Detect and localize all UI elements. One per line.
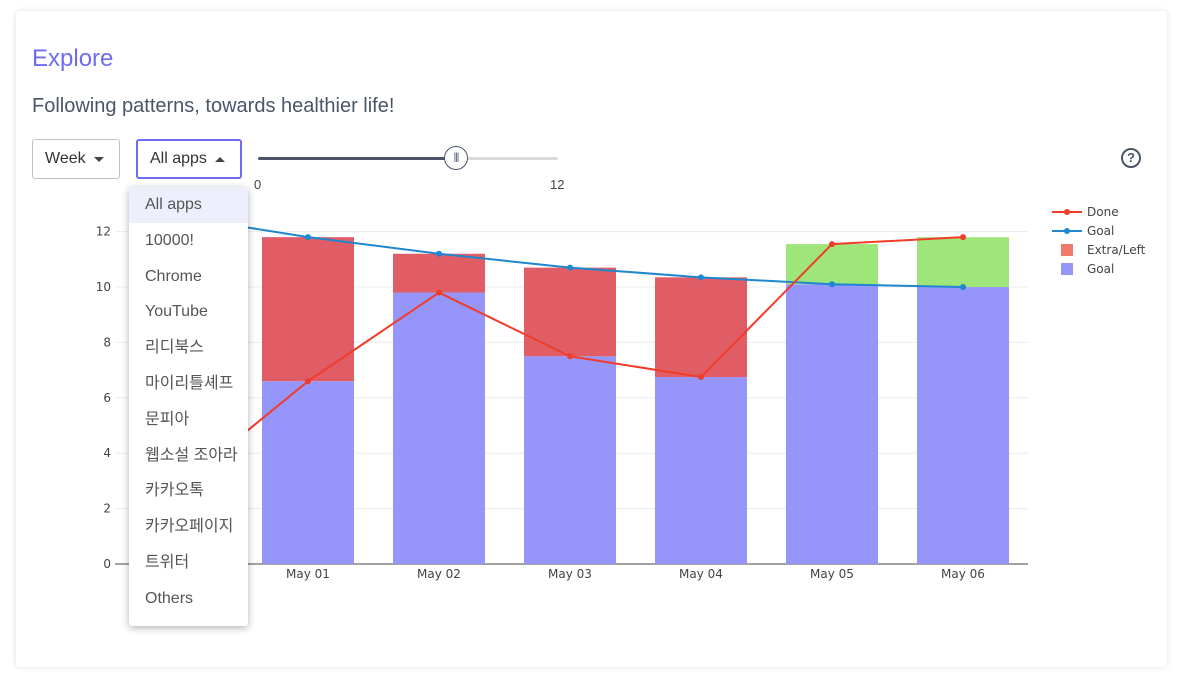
app-option[interactable]: 10000! [145,231,194,249]
done-point [698,374,704,381]
bar-goal [655,377,747,564]
legend-label: Done [1087,204,1119,219]
legend-label: Goal [1087,261,1115,276]
bar-left [262,237,354,382]
app-select-value: All apps [150,150,207,167]
x-tick-label: May 03 [548,567,592,581]
slider-handle[interactable]: ||| [444,146,468,170]
legend-label: Extra/Left [1087,242,1146,257]
goal-point [829,281,835,288]
legend-item[interactable]: Extra/Left [1052,240,1145,259]
legend-item[interactable]: Goal [1052,221,1145,240]
done-point [436,289,442,296]
slider-min-label: 0 [254,177,262,192]
goal-slider[interactable]: ||| [258,140,560,180]
bar-goal [524,356,616,564]
done-point [305,378,311,385]
y-tick-label: 10 [96,280,111,294]
page-subtitle: Following patterns, towards healthier li… [32,95,395,117]
bar-extra [917,237,1009,288]
app-option[interactable]: YouTube [145,303,208,321]
y-tick-label: 4 [103,446,111,460]
x-tick-label: May 05 [810,567,854,581]
app-option[interactable]: 카카오페이지 [145,518,234,536]
app-option[interactable]: 웹소설 조아라 [145,446,238,464]
goal-point [567,264,573,271]
bar-goal [262,381,354,564]
usage-chart: 0 2 4 6 8 10 12 May 01 May 02 May 03 May 04 May 05 M… [96,223,1028,581]
goal-point [960,284,966,291]
chevron-up-icon [214,156,225,162]
done-point [960,234,966,241]
y-tick-label: 6 [103,391,111,405]
app-select[interactable]: All apps [136,139,242,179]
bar-left [655,277,747,378]
app-option[interactable]: 문피아 [145,410,190,428]
goal-point [436,250,442,257]
y-tick-label: 2 [103,502,111,516]
app-option[interactable]: 마이리틀셰프 [145,374,234,392]
period-select[interactable]: Week [32,139,120,179]
period-select-value: Week [45,150,86,167]
legend-item[interactable]: Done [1052,202,1145,221]
legend-label: Goal [1087,223,1115,238]
app-option[interactable]: Chrome [145,267,202,285]
x-tick-label: May 06 [941,567,985,581]
y-tick-label: 8 [103,335,111,349]
y-tick-label: 12 [96,225,111,239]
y-tick-label: 0 [103,557,111,571]
app-option[interactable]: 트위터 [145,553,190,571]
done-point [829,241,835,248]
app-option[interactable]: 카카오톡 [145,482,204,500]
legend-symbol [1052,225,1082,237]
page-title: Explore [32,45,114,72]
bar-left [393,253,485,293]
legend-symbol [1052,206,1082,218]
chart-legend: Done Goal Extra/Left Goal [1052,202,1145,278]
slider-fill [258,157,458,160]
x-tick-label: May 01 [286,567,330,581]
legend-symbol [1052,262,1082,275]
app-option[interactable]: 리디북스 [145,339,204,357]
legend-symbol [1052,243,1082,256]
goal-point [305,234,311,241]
app-option[interactable]: Others [145,589,194,607]
done-point [567,353,573,360]
bar-extra [786,244,878,285]
legend-item[interactable]: Goal [1052,259,1145,278]
x-tick-label: May 04 [679,567,723,581]
goal-point [698,274,704,281]
app-option[interactable]: All apps [129,187,248,223]
bar-left [524,267,616,357]
x-tick-label: May 02 [417,567,461,581]
bar-goal [917,287,1009,564]
bar-goal [786,284,878,564]
slider-max-label: 12 [550,177,565,192]
question-circle-icon[interactable]: ? [1121,148,1141,168]
chevron-down-icon [93,156,104,162]
bar-goal [393,292,485,564]
